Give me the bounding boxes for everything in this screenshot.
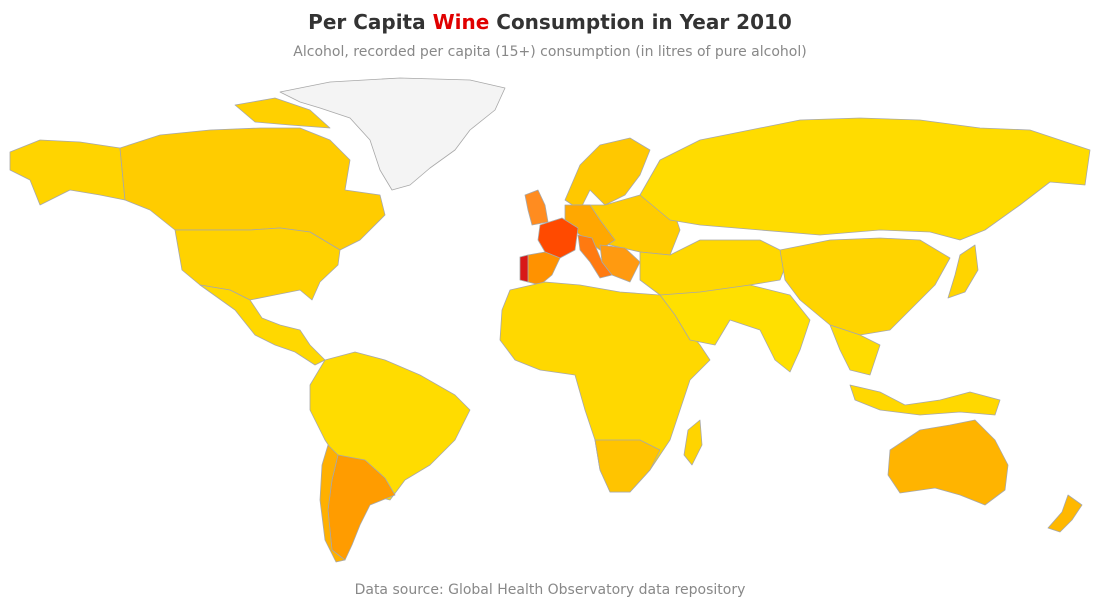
title-text: Consumption in Year 2010 bbox=[489, 10, 792, 34]
alaska bbox=[9, 139, 126, 206]
greenland bbox=[279, 77, 506, 191]
spain bbox=[527, 251, 561, 286]
southeast-asia bbox=[829, 324, 881, 376]
france bbox=[537, 217, 579, 259]
japan bbox=[947, 244, 979, 299]
title-highlight: Wine bbox=[433, 10, 490, 34]
mexico bbox=[199, 284, 326, 366]
china bbox=[779, 237, 951, 336]
source-note: Data source: Global Health Observatory d… bbox=[355, 582, 746, 598]
portugal bbox=[519, 254, 529, 283]
middle-asia bbox=[639, 239, 791, 296]
new-zealand bbox=[1047, 494, 1083, 533]
madagascar bbox=[683, 419, 703, 466]
arabia-india bbox=[659, 284, 811, 373]
usa bbox=[174, 227, 341, 301]
title-text: Per Capita bbox=[308, 10, 432, 34]
southern-africa bbox=[594, 439, 661, 493]
title: Per Capita Wine Consumption in Year 2010 bbox=[308, 10, 792, 34]
chile bbox=[319, 444, 346, 563]
indonesia bbox=[849, 384, 1001, 416]
world-map bbox=[9, 77, 1091, 563]
subtitle: Alcohol, recorded per capita (15+) consu… bbox=[293, 44, 806, 60]
russia bbox=[639, 117, 1091, 241]
uk bbox=[524, 189, 549, 226]
balkans bbox=[599, 244, 641, 283]
scandinavia bbox=[564, 137, 651, 211]
canada-islands bbox=[234, 97, 331, 129]
australia bbox=[887, 419, 1009, 506]
italy bbox=[577, 234, 613, 279]
